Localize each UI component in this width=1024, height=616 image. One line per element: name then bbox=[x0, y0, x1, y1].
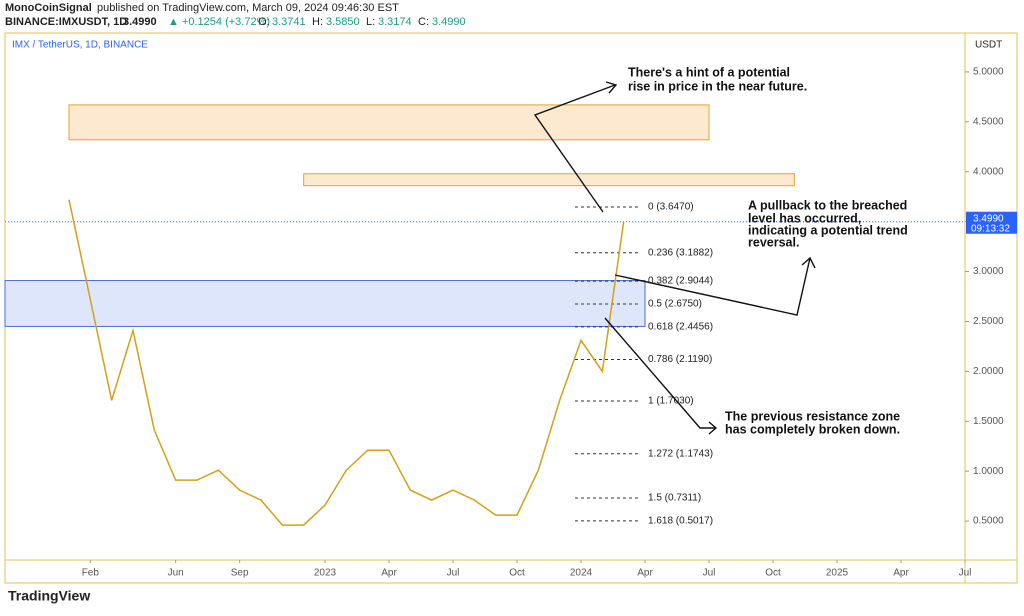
change: ▲ +0.1254 (+3.72%) bbox=[168, 16, 270, 28]
annotation: has completely broken down. bbox=[725, 422, 900, 436]
published: published on TradingView.com, March 09, … bbox=[97, 2, 399, 14]
y-tick-label: 5.0000 bbox=[973, 67, 1004, 78]
arrow bbox=[604, 317, 716, 429]
arrow-head bbox=[605, 81, 618, 94]
y-tick-label: 2.0000 bbox=[973, 366, 1004, 377]
o: 3.3741 bbox=[272, 16, 306, 28]
fib-label: 0 (3.6470) bbox=[648, 202, 694, 213]
annotation: A pullback to the breached bbox=[748, 198, 907, 212]
fib-label: 1 (1.7030) bbox=[648, 396, 694, 407]
y-tick-label: 2.5000 bbox=[973, 316, 1004, 327]
fib-label: 0.5 (2.6750) bbox=[648, 299, 702, 310]
x-tick-label: Oct bbox=[765, 568, 781, 579]
h-label: H: bbox=[312, 16, 323, 28]
footer-logo: TradingView bbox=[8, 588, 90, 604]
arrow-head bbox=[708, 421, 718, 435]
x-tick-label: Oct bbox=[509, 568, 525, 579]
countdown: 09:13:32 bbox=[971, 223, 1010, 234]
x-tick-label: Sep bbox=[231, 568, 249, 579]
c: 3.4990 bbox=[432, 16, 466, 28]
annotation: There's a hint of a potential bbox=[628, 65, 790, 79]
y-tick-label: 0.5000 bbox=[973, 516, 1004, 527]
x-tick-label: 2023 bbox=[314, 568, 337, 579]
x-tick-label: 2025 bbox=[826, 568, 849, 579]
y-tick-label: 1.0000 bbox=[973, 466, 1004, 477]
fib-label: 0.786 (2.1190) bbox=[648, 354, 712, 365]
last: 3.4990 bbox=[123, 16, 157, 28]
x-tick-label: Jul bbox=[959, 568, 972, 579]
y-tick-label: 3.0000 bbox=[973, 266, 1004, 277]
l-label: L: bbox=[366, 16, 375, 28]
x-tick-label: Jul bbox=[703, 568, 716, 579]
price-label: 3.4990 bbox=[973, 213, 1004, 224]
arrow bbox=[533, 84, 616, 213]
x-tick-label: Feb bbox=[82, 568, 100, 579]
price-line bbox=[68, 199, 625, 526]
arrow-head bbox=[801, 256, 816, 269]
arrow bbox=[614, 257, 811, 316]
arrows bbox=[533, 81, 816, 435]
annotation: reversal. bbox=[748, 235, 799, 249]
c-label: C: bbox=[418, 16, 429, 28]
zone bbox=[303, 173, 795, 187]
y-tick-label: 1.5000 bbox=[973, 416, 1004, 427]
x-tick-label: Apr bbox=[381, 568, 397, 579]
annotation: indicating a potential trend bbox=[748, 223, 908, 237]
x-tick-label: Apr bbox=[637, 568, 653, 579]
y-tick-label: 4.5000 bbox=[973, 116, 1004, 127]
fib-label: 0.618 (2.4456) bbox=[648, 322, 713, 333]
x-tick-label: Jul bbox=[447, 568, 460, 579]
fib-label: 1.618 (0.5017) bbox=[648, 516, 713, 527]
fib-label: 0.236 (3.1882) bbox=[648, 247, 713, 258]
y-tick-label: 4.0000 bbox=[973, 166, 1004, 177]
plot: 0 (3.6470) 0.236 (3.1882) 0.382 (2.9044) 0.… bbox=[4, 104, 965, 527]
price-tag bbox=[966, 211, 1017, 234]
l: 3.3174 bbox=[378, 16, 412, 28]
x-tick-label: Jun bbox=[168, 568, 184, 579]
annotation: level has occurred, bbox=[748, 211, 861, 225]
fib-label: 0.382 (2.9044) bbox=[648, 276, 713, 287]
x-tick-label: 2024 bbox=[570, 568, 593, 579]
legend-title: IMX / TetherUS, 1D, BINANCE bbox=[12, 40, 148, 51]
annotation: rise in price in the near future. bbox=[628, 79, 807, 93]
fib-label: 1.5 (0.7311) bbox=[648, 493, 701, 504]
annotation: The previous resistance zone bbox=[725, 409, 900, 423]
x-tick-label: Apr bbox=[893, 568, 909, 579]
zone bbox=[68, 104, 710, 141]
h: 3.5850 bbox=[326, 16, 360, 28]
symbol: BINANCE:IMXUSDT, 1D bbox=[5, 16, 127, 28]
author: MonoCoinSignal bbox=[5, 2, 92, 14]
zone bbox=[4, 280, 646, 327]
o-label: O: bbox=[258, 16, 270, 28]
axis-unit: USDT bbox=[975, 40, 1002, 51]
fib-label: 1.272 (1.1743) bbox=[648, 448, 713, 459]
